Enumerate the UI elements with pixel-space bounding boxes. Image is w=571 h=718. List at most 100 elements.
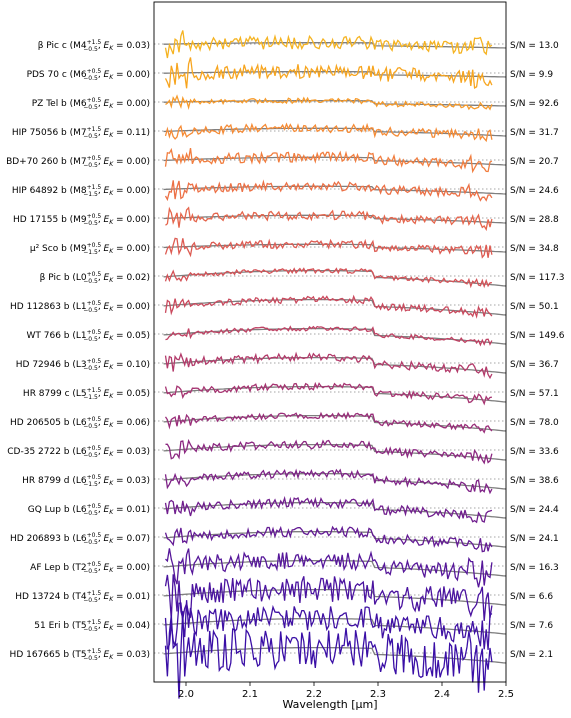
x-tick-label: 2.0 (178, 689, 194, 700)
plot-frame (153, 1, 507, 683)
spectral-type-lower-error: −1.5 (83, 249, 98, 256)
extinction-value: 0.05 (126, 389, 146, 399)
series-label: HR 8799 d (L6+0.5 −1.5, EK = 0.03) (22, 474, 150, 488)
spectral-type-lower-error: −0.5 (83, 46, 98, 53)
snr-label: S/N = 34.8 (510, 244, 559, 254)
spectral-type-upper-error: +0.5 (87, 97, 102, 104)
extinction-value: 0.03 (126, 650, 146, 660)
series-label: HIP 75056 b (M7+1.5 −0.5, EK = 0.11) (12, 126, 150, 140)
series-name: WT 766 b (27, 331, 70, 341)
spectral-type-lower-error: −0.5 (83, 452, 98, 459)
snr-label: S/N = 92.6 (510, 99, 559, 109)
model-curve (163, 41, 507, 49)
spectral-type-lower-error: −0.5 (83, 568, 98, 575)
series-name: HD 72946 b (16, 360, 70, 370)
spectrum-line (164, 179, 493, 202)
spectral-type-lower-error: −1.5 (83, 394, 98, 401)
spectral-type-upper-error: +0.5 (87, 532, 102, 539)
spectrum-line (165, 94, 493, 111)
snr-label: S/N = 2.1 (510, 650, 553, 660)
series-label: β Pic b (L0+0.5 −0.5, EK = 0.02) (40, 271, 150, 285)
spectral-type-lower-error: −0.5 (83, 597, 98, 604)
spectral-type-upper-error: +0.5 (87, 155, 102, 162)
spectral-type: L6 (76, 534, 87, 544)
model-curve (163, 617, 507, 635)
spectrum-line (164, 468, 493, 495)
snr-label: S/N = 7.6 (510, 621, 553, 631)
x-tick-label: 2.1 (242, 689, 258, 700)
snr-label: S/N = 6.6 (510, 592, 553, 602)
spectral-type-upper-error: +1.5 (87, 39, 102, 46)
spectral-type-lower-error: −1.5 (83, 191, 98, 198)
snr-label: S/N = 50.1 (510, 302, 559, 312)
snr-label: S/N = 57.1 (510, 389, 559, 399)
spectral-type: M4 (73, 41, 87, 51)
series-name: AF Lep b (30, 563, 69, 573)
snr-label: S/N = 24.6 (510, 186, 559, 196)
spectrum-line (164, 294, 493, 319)
series-name: HD 167665 b (10, 650, 70, 660)
series-label: HD 72946 b (L3+0.5 −0.5, EK = 0.10) (16, 358, 150, 372)
spectral-type: M9 (73, 215, 87, 225)
spectral-type: T5 (74, 650, 86, 660)
extinction-value: 0.03 (126, 476, 146, 486)
spectral-type: L6 (76, 476, 87, 486)
series-label: HR 8799 c (L5+1.5 −1.5, EK = 0.05) (23, 387, 150, 401)
spectrum-line (164, 351, 493, 380)
spectral-type-lower-error: −0.5 (83, 655, 98, 662)
series-label: WT 766 b (L1+0.5 −0.5, EK = 0.05) (27, 329, 150, 343)
spectral-type-upper-error: +1.5 (87, 619, 102, 626)
spectral-type-upper-error: +0.5 (87, 416, 102, 423)
spectral-type: L1 (76, 302, 87, 312)
spectral-type-upper-error: +0.5 (87, 503, 102, 510)
series-label: HD 206505 b (L6+0.5 −0.5, EK = 0.06) (10, 416, 150, 430)
series-label: HD 13724 b (T4+1.5 −0.5, EK = 0.01) (15, 590, 150, 604)
snr-label: S/N = 16.3 (510, 563, 559, 573)
series-label: GQ Lup b (L6+0.5 −0.5, EK = 0.01) (28, 503, 150, 517)
snr-label: S/N = 33.6 (510, 447, 559, 457)
spectral-type: M6 (73, 99, 87, 109)
spectral-type-upper-error: +1.5 (87, 184, 102, 191)
spectral-type-lower-error: −0.5 (83, 539, 98, 546)
series-name: HD 112863 b (10, 302, 70, 312)
series-label: HD 112863 b (L1+0.5 −0.5, EK = 0.00) (10, 300, 150, 314)
series-name: HD 13724 b (15, 592, 69, 602)
extinction-value: 0.07 (126, 534, 146, 544)
model-curve (163, 385, 507, 403)
spectral-type-lower-error: −0.5 (83, 133, 98, 140)
spectrum-line (164, 381, 493, 406)
snr-label: S/N = 20.7 (510, 157, 559, 167)
series-name: HR 8799 c (23, 389, 70, 399)
spectrum-line (165, 438, 493, 465)
spectrum-line (164, 411, 493, 434)
spectrum-line (164, 525, 493, 553)
spectral-type: T5 (74, 621, 86, 631)
spectrum-line (164, 611, 493, 699)
spectral-type-upper-error: +0.5 (87, 68, 102, 75)
series-label: µ² Sco b (M9+0.5 −1.5, EK = 0.00) (30, 242, 150, 256)
extinction-value: 0.11 (126, 128, 146, 138)
spectral-type: M6 (73, 70, 87, 80)
extinction-value: 0.04 (126, 621, 146, 631)
spectral-type: L6 (76, 418, 87, 428)
spectral-type: L0 (76, 273, 87, 283)
spectral-type: L3 (76, 360, 87, 370)
x-tick-label: 2.5 (498, 689, 514, 700)
spectral-type-upper-error: +0.5 (87, 445, 102, 452)
extinction-value: 0.00 (126, 563, 146, 573)
snr-label: S/N = 13.0 (510, 41, 559, 51)
snr-label: S/N = 9.9 (510, 70, 553, 80)
series-label: PZ Tel b (M6+0.5 −0.5, EK = 0.00) (32, 97, 150, 111)
series-name: HR 8799 d (22, 476, 69, 486)
spectral-type: L5 (76, 389, 87, 399)
x-axis-title: Wavelength [µm] (282, 698, 377, 711)
extinction-value: 0.01 (126, 505, 146, 515)
series-label: HIP 64892 b (M8+1.5 −1.5, EK = 0.00) (12, 184, 150, 198)
spectrum-line (164, 574, 493, 622)
extinction-value: 0.00 (126, 157, 146, 167)
spectrum-line (164, 122, 493, 143)
snr-label: S/N = 38.6 (510, 476, 559, 486)
spectrum-line (165, 325, 493, 347)
